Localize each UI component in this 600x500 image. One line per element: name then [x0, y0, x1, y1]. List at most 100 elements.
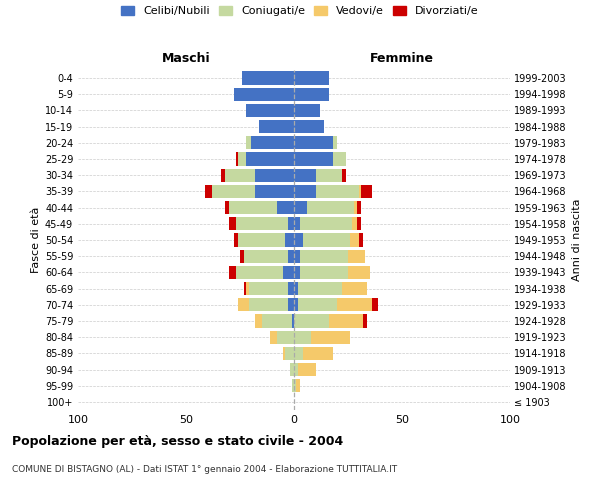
Bar: [221, 168, 225, 182]
Bar: [294, 330, 311, 344]
Bar: [236, 152, 238, 166]
Text: Popolazione per età, sesso e stato civile - 2004: Popolazione per età, sesso e stato civil…: [12, 435, 343, 448]
Bar: [301, 217, 352, 230]
Text: Maschi: Maschi: [161, 52, 211, 65]
Bar: [244, 282, 247, 295]
Bar: [287, 250, 294, 263]
Bar: [356, 217, 361, 230]
Bar: [298, 282, 341, 295]
Bar: [294, 152, 333, 166]
Bar: [341, 168, 346, 182]
Bar: [302, 234, 350, 246]
Bar: [255, 168, 294, 182]
Bar: [329, 314, 363, 328]
Bar: [316, 185, 359, 198]
Bar: [240, 250, 244, 263]
Bar: [348, 266, 370, 279]
Bar: [255, 314, 262, 328]
Bar: [294, 185, 316, 198]
Bar: [341, 282, 367, 295]
Bar: [294, 168, 316, 182]
Bar: [294, 379, 296, 392]
Bar: [294, 72, 329, 85]
Bar: [229, 217, 236, 230]
Bar: [294, 346, 302, 360]
Bar: [294, 314, 329, 328]
Bar: [294, 363, 298, 376]
Bar: [292, 314, 294, 328]
Bar: [301, 266, 348, 279]
Bar: [294, 88, 329, 101]
Bar: [277, 330, 294, 344]
Bar: [225, 201, 229, 214]
Bar: [233, 88, 294, 101]
Bar: [301, 250, 348, 263]
Bar: [316, 168, 341, 182]
Bar: [244, 250, 287, 263]
Bar: [229, 201, 277, 214]
Bar: [286, 234, 294, 246]
Bar: [372, 298, 378, 312]
Bar: [238, 298, 248, 312]
Legend: Celibi/Nubili, Coniugati/e, Vedovi/e, Divorziati/e: Celibi/Nubili, Coniugati/e, Vedovi/e, Di…: [121, 6, 479, 16]
Bar: [359, 185, 361, 198]
Bar: [212, 185, 255, 198]
Bar: [294, 104, 320, 117]
Bar: [355, 201, 356, 214]
Bar: [277, 201, 294, 214]
Bar: [287, 217, 294, 230]
Bar: [236, 217, 287, 230]
Bar: [286, 346, 294, 360]
Bar: [294, 234, 302, 246]
Bar: [294, 136, 333, 149]
Bar: [294, 217, 301, 230]
Bar: [302, 346, 333, 360]
Bar: [352, 217, 356, 230]
Bar: [350, 234, 359, 246]
Bar: [294, 298, 298, 312]
Bar: [270, 330, 277, 344]
Y-axis label: Fasce di età: Fasce di età: [31, 207, 41, 273]
Bar: [359, 234, 363, 246]
Bar: [363, 314, 367, 328]
Bar: [248, 282, 287, 295]
Bar: [361, 185, 372, 198]
Bar: [255, 185, 294, 198]
Bar: [283, 266, 294, 279]
Bar: [333, 136, 337, 149]
Bar: [307, 201, 355, 214]
Bar: [290, 363, 294, 376]
Bar: [333, 152, 346, 166]
Bar: [294, 282, 298, 295]
Bar: [248, 298, 287, 312]
Bar: [233, 234, 238, 246]
Bar: [238, 234, 286, 246]
Bar: [251, 136, 294, 149]
Bar: [238, 152, 247, 166]
Bar: [225, 168, 255, 182]
Bar: [294, 266, 301, 279]
Bar: [247, 136, 251, 149]
Bar: [247, 104, 294, 117]
Bar: [205, 185, 212, 198]
Bar: [229, 266, 236, 279]
Bar: [247, 152, 294, 166]
Bar: [298, 298, 337, 312]
Bar: [262, 314, 292, 328]
Bar: [287, 298, 294, 312]
Bar: [247, 282, 248, 295]
Bar: [296, 379, 301, 392]
Bar: [294, 250, 301, 263]
Bar: [356, 201, 361, 214]
Bar: [298, 363, 316, 376]
Bar: [294, 201, 307, 214]
Bar: [283, 346, 286, 360]
Bar: [259, 120, 294, 134]
Bar: [236, 266, 283, 279]
Bar: [242, 72, 294, 85]
Bar: [287, 282, 294, 295]
Bar: [311, 330, 350, 344]
Text: Femmine: Femmine: [370, 52, 434, 65]
Bar: [294, 120, 324, 134]
Bar: [348, 250, 365, 263]
